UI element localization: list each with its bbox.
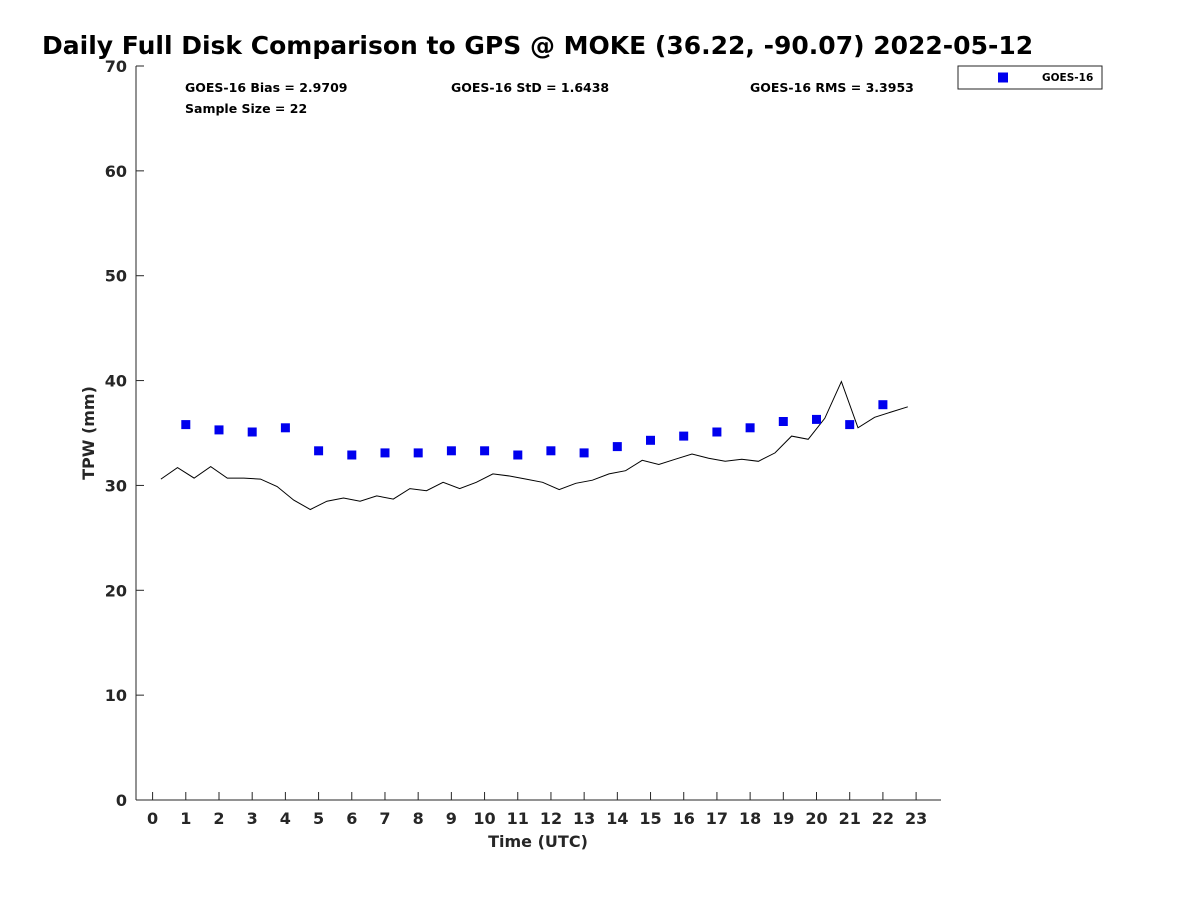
x-tick-label: 6 xyxy=(346,809,357,828)
x-tick-label: 11 xyxy=(507,809,529,828)
x-tick-label: 2 xyxy=(213,809,224,828)
goes-16-point xyxy=(745,423,755,433)
goes-16-point xyxy=(247,427,257,437)
x-tick-label: 22 xyxy=(872,809,894,828)
x-tick-label: 23 xyxy=(905,809,927,828)
goes-16-point xyxy=(380,448,390,458)
goes-16-point xyxy=(812,414,821,424)
x-ticks: 0 1 2 3 4 5 6 7 8 9 10 11 12 13 14 15 16 17 18 19 20 21 22 23 xyxy=(147,792,927,828)
reference-line-series xyxy=(160,380,908,511)
x-tick-label: 10 xyxy=(473,809,495,828)
x-tick-label: 14 xyxy=(606,809,628,828)
goes-16-point xyxy=(347,450,357,460)
x-tick-label: 4 xyxy=(280,809,291,828)
stat-rms: GOES-16 RMS = 3.3953 xyxy=(750,80,914,95)
goes-16-point xyxy=(280,423,290,433)
legend: GOES-16 xyxy=(957,65,1103,90)
legend-label-goes-16: GOES-16 xyxy=(1042,72,1093,84)
goes-16-points xyxy=(181,400,888,460)
goes-16-point xyxy=(878,400,888,410)
legend-box xyxy=(957,65,1103,90)
goes-16-point xyxy=(413,448,423,458)
y-tick-label: 30 xyxy=(105,476,127,495)
x-tick-label: 19 xyxy=(772,809,794,828)
y-tick-label: 50 xyxy=(105,267,127,286)
goes-16-point xyxy=(181,420,191,430)
goes-16-point xyxy=(480,446,490,456)
goes-16-point xyxy=(778,417,788,426)
y-tick-label: 60 xyxy=(105,162,127,181)
x-tick-label: 21 xyxy=(839,809,861,828)
y-tick-label: 70 xyxy=(105,57,127,76)
y-axis-label: TPW (mm) xyxy=(79,386,98,480)
x-tick-label: 18 xyxy=(739,809,761,828)
goes-16-point xyxy=(612,442,622,452)
y-tick-label: 40 xyxy=(105,372,127,391)
x-tick-label: 7 xyxy=(379,809,390,828)
reference-line xyxy=(160,380,908,511)
goes-16-point xyxy=(513,450,523,460)
goes-16-point xyxy=(446,446,456,456)
goes-16-point xyxy=(845,420,855,430)
x-tick-label: 9 xyxy=(446,809,457,828)
goes-16-point xyxy=(214,425,224,435)
stat-bias: GOES-16 Bias = 2.9709 xyxy=(185,80,347,95)
y-tick-label: 0 xyxy=(116,791,127,810)
x-tick-label: 15 xyxy=(639,809,661,828)
y-tick-label: 20 xyxy=(105,581,127,600)
x-tick-label: 8 xyxy=(413,809,424,828)
goes-16-point xyxy=(646,435,655,445)
stat-std: GOES-16 StD = 1.6438 xyxy=(451,80,609,95)
goes-16-point xyxy=(314,446,324,456)
legend-marker-square xyxy=(998,72,1008,83)
y-ticks: 0 10 20 30 40 50 60 70 xyxy=(105,57,144,810)
y-tick-label: 10 xyxy=(105,686,127,705)
x-tick-label: 12 xyxy=(540,809,562,828)
goes-16-point xyxy=(546,446,556,456)
x-tick-label: 3 xyxy=(247,809,258,828)
x-tick-label: 13 xyxy=(573,809,595,828)
x-tick-label: 0 xyxy=(147,809,158,828)
x-tick-label: 1 xyxy=(180,809,191,828)
chart-title: Daily Full Disk Comparison to GPS @ MOKE… xyxy=(42,31,1033,60)
goes-16-point xyxy=(579,448,589,458)
x-tick-label: 16 xyxy=(673,809,695,828)
x-axis-label: Time (UTC) xyxy=(488,832,588,851)
goes-16-point xyxy=(679,431,689,441)
stat-sample-size: Sample Size = 22 xyxy=(185,101,307,116)
x-tick-label: 17 xyxy=(706,809,728,828)
x-tick-label: 5 xyxy=(313,809,324,828)
x-tick-label: 20 xyxy=(805,809,827,828)
goes-16-point xyxy=(712,427,722,437)
